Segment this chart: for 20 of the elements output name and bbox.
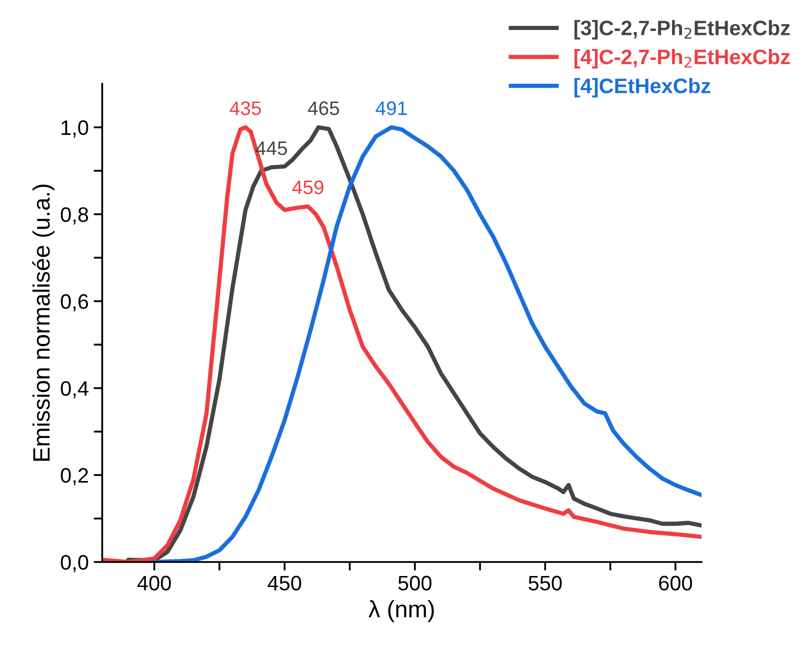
x-tick-label: 500 — [398, 576, 432, 590]
legend-label: [4]CEtHexCbz — [574, 78, 710, 98]
annotation: 465 — [308, 101, 340, 116]
legend-label: [4]C-2,7-Ph$_{2}$EtHexCbz — [574, 49, 790, 68]
y-tick-label: 1,0 — [62, 120, 88, 138]
y-tick-label: 0,6 — [60, 294, 88, 312]
annotation: 435 — [230, 101, 261, 116]
legend-label: [3]C-2,7-Ph$_{2}$EtHexCbz — [574, 20, 790, 40]
y-tick-label: 0,0 — [60, 554, 88, 572]
x-tick-label: 600 — [659, 576, 692, 590]
x-tick-label: 550 — [528, 576, 562, 590]
x-tick-label: 450 — [268, 576, 302, 590]
y-axis-title: Emission normalisée (u.a.) — [32, 184, 54, 461]
y-tick-label: 0,2 — [60, 468, 88, 486]
y-tick-label: 0,4 — [60, 381, 88, 398]
annotation: 459 — [292, 180, 324, 194]
annotation: 491 — [376, 101, 407, 116]
y-tick-label: 0,8 — [60, 207, 88, 224]
x-axis-title: λ (nm) — [368, 600, 434, 622]
x-tick-label: 400 — [137, 576, 171, 590]
